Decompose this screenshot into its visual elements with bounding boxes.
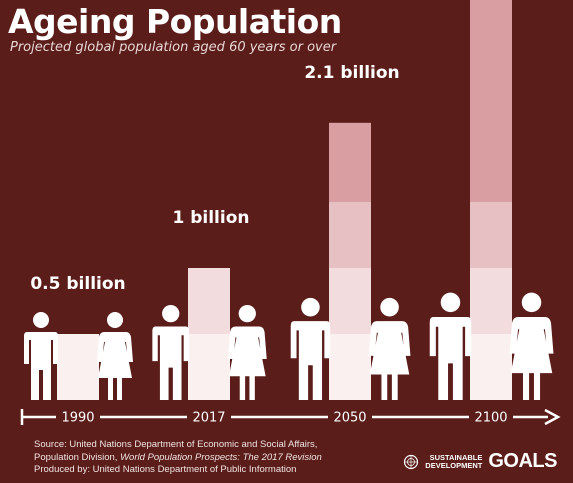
data-label-2050: 2.1 billion xyxy=(304,63,399,83)
page-subtitle: Projected global population aged 60 year… xyxy=(10,40,337,55)
woman-figure-2017 xyxy=(227,304,267,400)
bar-2100-segment-5 xyxy=(470,70,512,136)
axis-arrow-icon xyxy=(544,408,561,426)
man-figure-1990 xyxy=(24,312,58,400)
bar-2050-segment-3 xyxy=(329,202,371,268)
sdg-line-1: SUSTAINABLE xyxy=(429,452,483,462)
source-line-2: Population Division, World Population Pr… xyxy=(34,452,322,465)
data-label-2017: 1 billion xyxy=(172,208,249,228)
sdg-line-2: DEVELOPMENT xyxy=(425,460,483,470)
tick-label-1990: 1990 xyxy=(61,411,94,426)
sdg-text: SUSTAINABLE DEVELOPMENT xyxy=(425,452,483,470)
source-publication: World Population Prospects: The 2017 Rev… xyxy=(120,451,322,463)
source-line-2-prefix: Population Division, xyxy=(34,451,121,463)
sdg-logo: SUSTAINABLE DEVELOPMENT GOALS xyxy=(403,450,557,473)
woman-figure-2100 xyxy=(509,292,554,400)
man-figure-2050 xyxy=(290,297,331,400)
bar-2050-segment-5 xyxy=(329,122,371,136)
source-line-1: Source: United Nations Department of Eco… xyxy=(34,439,318,450)
woman-figure-1990 xyxy=(97,312,133,400)
timeline-axis: 1990 2017 2050 2100 xyxy=(20,408,561,426)
source-line-3: Produced by: United Nations Department o… xyxy=(34,464,297,475)
figures-layer xyxy=(24,292,554,400)
data-label-1990: 0.5 billion xyxy=(30,274,125,294)
source-note: Source: United Nations Department of Eco… xyxy=(34,439,322,477)
sdg-goals: GOALS xyxy=(488,450,557,472)
tick-label-2050: 2050 xyxy=(333,411,366,426)
bar-2017-segment-1 xyxy=(188,334,230,400)
bar-2100-segment-6 xyxy=(470,4,512,70)
bar-2050-segment-2 xyxy=(329,268,371,334)
man-figure-2100 xyxy=(429,292,472,400)
un-emblem-icon xyxy=(404,454,419,469)
bar-2017-segment-2 xyxy=(188,268,230,334)
bar-2100-segment-1 xyxy=(470,334,512,400)
bar-2100-segment-3 xyxy=(470,202,512,268)
tick-label-2100: 2100 xyxy=(474,411,507,426)
bar-2100-segment-2 xyxy=(470,268,512,334)
man-figure-2017 xyxy=(152,304,190,400)
bar-1990-segment-1 xyxy=(57,334,99,400)
bar-2050-segment-4 xyxy=(329,136,371,202)
bars-layer xyxy=(57,0,512,400)
bar-2050-segment-1 xyxy=(329,334,371,400)
bar-2100-segment-4 xyxy=(470,136,512,202)
tick-label-2017: 2017 xyxy=(192,411,225,426)
bar-2100-segment-7 xyxy=(470,0,512,4)
page-title: Ageing Population xyxy=(8,2,342,41)
woman-figure-2050 xyxy=(368,297,411,400)
